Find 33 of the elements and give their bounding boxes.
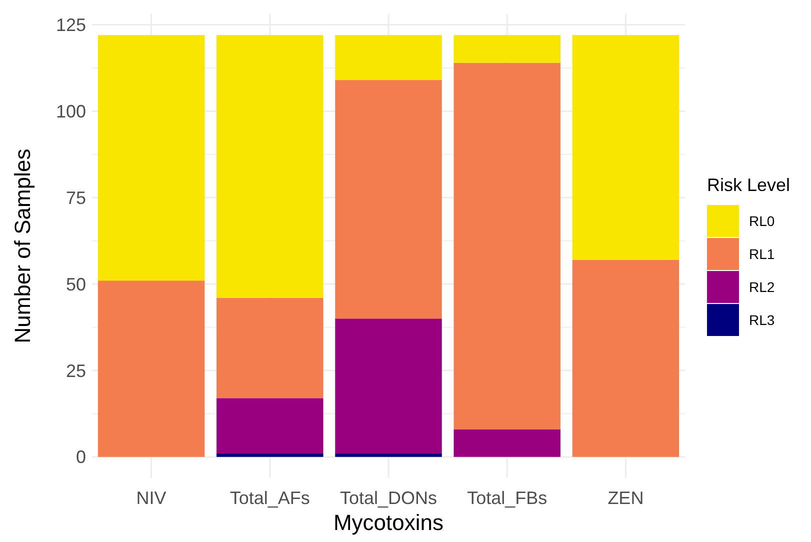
bar: [572, 35, 680, 260]
bar: [216, 453, 324, 457]
bar: [572, 260, 680, 457]
x-axis-title: Mycotoxins: [333, 510, 444, 535]
y-axis-title: Number of Samples: [10, 148, 35, 344]
legend-label: RL2: [749, 278, 775, 295]
legend-title: Risk Level: [707, 175, 790, 195]
legend-label: RL1: [749, 246, 775, 262]
bar: [454, 429, 560, 457]
bar: [216, 298, 324, 398]
x-tick-label: Total_DONs: [340, 488, 438, 508]
bar: [216, 35, 324, 298]
y-tick-label: 75: [66, 188, 86, 208]
bar: [454, 62, 560, 430]
x-tick-label: NIV: [136, 488, 166, 508]
y-tick-label: 25: [66, 360, 86, 381]
x-tick-label: ZEN: [608, 488, 644, 508]
y-tick-label: 100: [56, 101, 86, 122]
bar: [335, 35, 442, 80]
legend-label: RL3: [749, 312, 775, 328]
x-tick-label: Total_AFs: [230, 488, 310, 508]
bar: [98, 280, 205, 457]
y-tick-label: 0: [76, 447, 86, 468]
bar: [98, 35, 205, 281]
y-tick-label: 50: [66, 274, 86, 294]
y-tick-label: 125: [56, 15, 86, 36]
bar: [335, 318, 442, 454]
bar: [335, 80, 442, 319]
legend-label: RL0: [749, 212, 775, 229]
bar: [454, 35, 560, 63]
bar: [216, 398, 324, 454]
x-tick-label: Total_FBs: [467, 488, 548, 508]
bar: [335, 453, 442, 457]
